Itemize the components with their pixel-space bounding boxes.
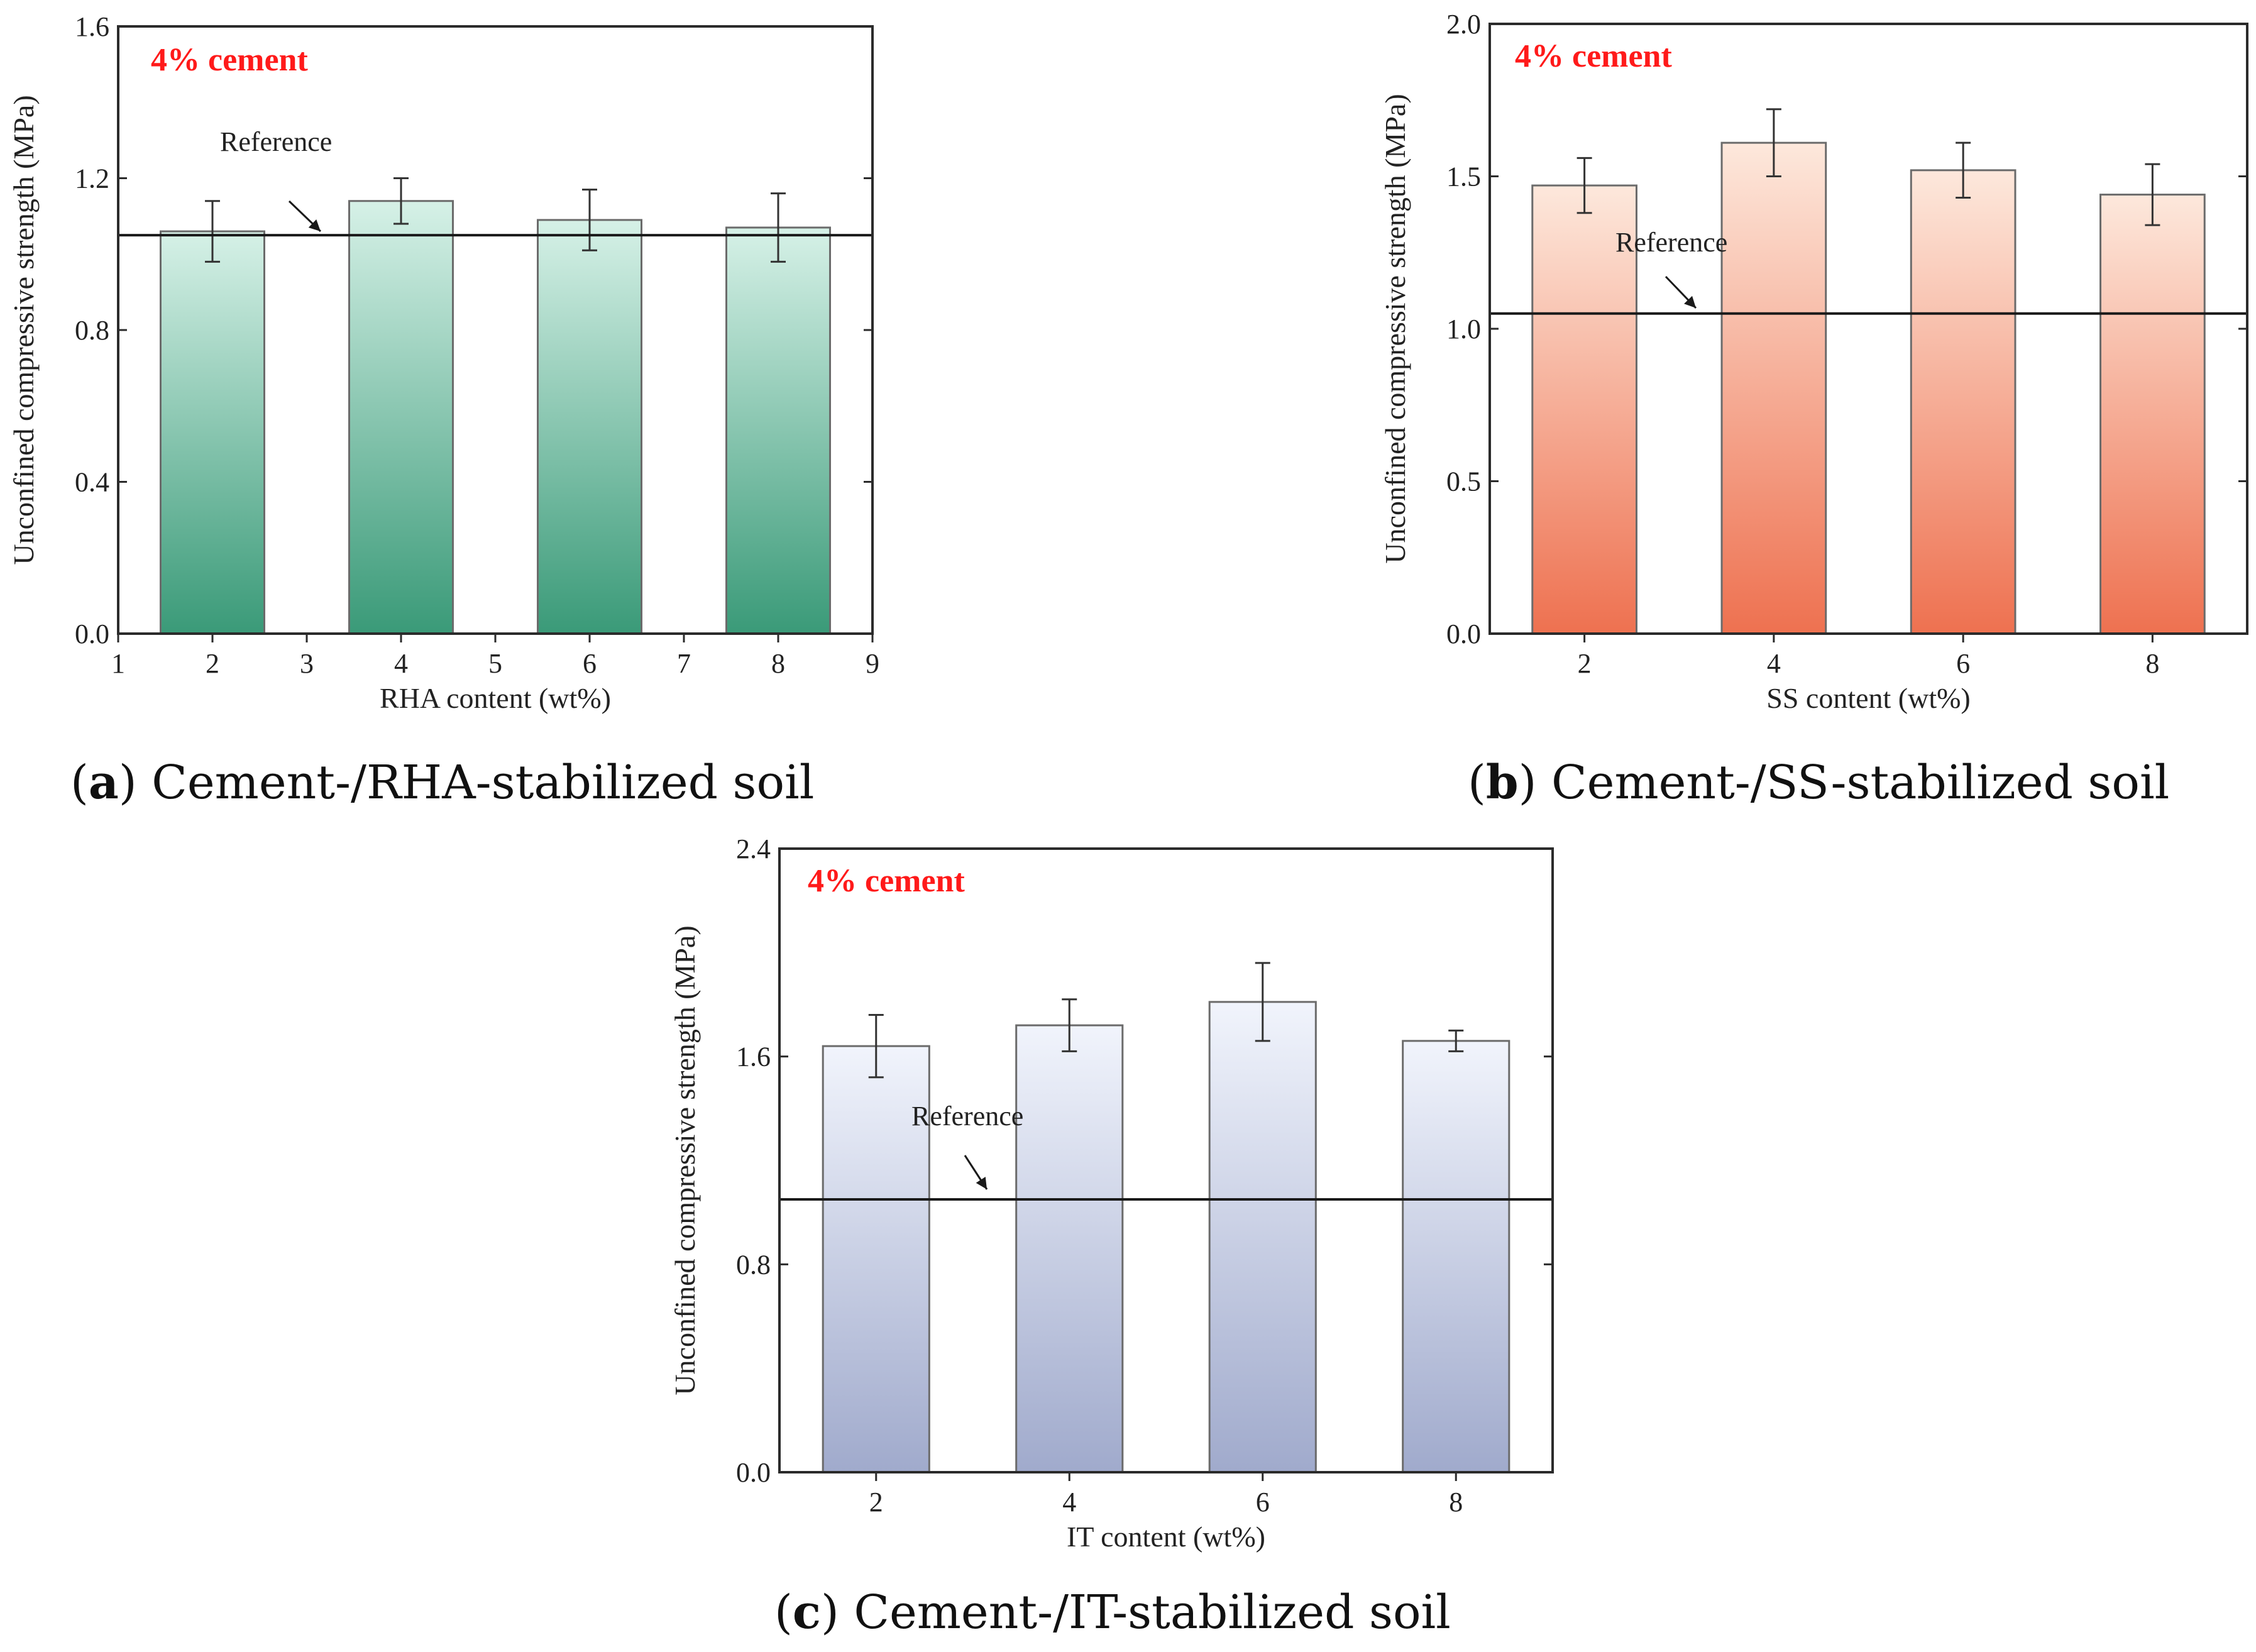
panel-c-y-tick-label-2: 0.8 xyxy=(736,1249,771,1280)
panel-a-errorbar-3 xyxy=(582,189,597,251)
caption-a-letter: a xyxy=(89,756,119,810)
panel-b-x-axis-title: SS content (wt%) xyxy=(1766,682,1971,714)
panel-a-x-tick-label-1: 1 xyxy=(111,648,125,679)
panel-a-x-tick-label-5: 5 xyxy=(488,648,502,679)
panel-a-bar-4 xyxy=(725,226,831,635)
panel-c-errorbar-2 xyxy=(1062,998,1077,1052)
panel-b-errorbar-2 xyxy=(1766,108,1781,177)
panel-c-x-tick-label-1: 2 xyxy=(869,1487,883,1517)
panel-c-reference-arrow xyxy=(964,1155,988,1190)
panel-a-errorbar-2 xyxy=(393,177,409,225)
caption-b: (b) Cement-/SS-stabilized soil xyxy=(1468,756,2169,810)
panel-b-reference-arrow xyxy=(1664,275,1697,309)
panel-b-note: 4% cement xyxy=(1515,38,1672,74)
panel-c-errorbar-3 xyxy=(1255,962,1270,1042)
panel-a-chart: Reference 0.0 0.4 0.8 1.2 1.6 1 2 3 4 5 6 7 8 9 RHA con… xyxy=(8,11,879,714)
panel-c-errorbar-4 xyxy=(1448,1029,1464,1052)
panel-a-x-tick-label-6: 6 xyxy=(583,648,597,679)
panel-b-bar-3 xyxy=(1910,169,2017,635)
panel-a-reference-label: Reference xyxy=(220,126,332,157)
panel-b-y-tick-label-4: 1.5 xyxy=(1446,162,1481,192)
panel-a-x-tick-label-9: 9 xyxy=(866,648,879,679)
caption-c-text: Cement-/IT-stabilized soil xyxy=(854,1585,1451,1639)
panel-b-y-axis-title: Unconfined compressive strength (MPa) xyxy=(1379,94,1411,563)
panel-b-y-tick-label-2: 0.5 xyxy=(1446,466,1481,497)
panel-b-x-tick-label-2: 4 xyxy=(1767,648,1781,679)
panel-c-y-tick-label-3: 1.6 xyxy=(736,1042,771,1072)
panel-c-plot-frame xyxy=(778,847,1554,1473)
panel-a-bar-3 xyxy=(537,219,642,635)
panel-a-y-tick-label-2: 0.4 xyxy=(75,467,109,498)
panel-b-bar-2 xyxy=(1720,141,1827,635)
caption-b-text: Cement-/SS-stabilized soil xyxy=(1551,756,2169,810)
caption-c-letter: c xyxy=(793,1585,821,1639)
panel-b-y-tick-label-5: 2.0 xyxy=(1446,9,1481,40)
panel-b-errorbar-1 xyxy=(1576,157,1592,214)
panel-a-errorbar-1 xyxy=(205,200,220,263)
panel-a-note: 4% cement xyxy=(151,42,308,78)
panel-a-x-axis-title: RHA content (wt%) xyxy=(380,682,611,714)
panel-b-x-tick-label-3: 6 xyxy=(1956,648,1970,679)
panel-c-x-tick-label-4: 8 xyxy=(1449,1487,1463,1517)
panel-a-y-axis-title: Unconfined compressive strength (MPa) xyxy=(8,95,40,564)
panel-b-errorbar-3 xyxy=(1956,141,1971,199)
caption-a: (a) Cement-/RHA-stabilized soil xyxy=(70,756,814,810)
panel-a-bar-1 xyxy=(160,230,265,635)
panel-b-x-tick-label-1: 2 xyxy=(1578,648,1592,679)
panel-a-y-tick-label-5: 1.6 xyxy=(75,11,109,42)
panel-c-note: 4% cement xyxy=(808,863,965,899)
panel-a-y-tick-label-1: 0.0 xyxy=(75,619,109,649)
panel-b-x-tick-label-4: 8 xyxy=(2145,648,2159,679)
panel-b-chart: Reference 0.0 0.5 1.0 1.5 2.0 2 4 6 8 SS content (… xyxy=(1379,9,2248,714)
panel-c-bar-4 xyxy=(1402,1040,1510,1473)
panel-a-errorbar-4 xyxy=(771,192,786,263)
panel-c-bar-2 xyxy=(1015,1024,1124,1473)
panel-a-y-tick-label-3: 0.8 xyxy=(75,315,109,346)
panel-b-errorbar-4 xyxy=(2145,163,2160,226)
caption-a-text: Cement-/RHA-stabilized soil xyxy=(151,756,814,810)
panel-c-y-tick-label-4: 2.4 xyxy=(736,834,771,864)
panel-b-bar-4 xyxy=(2099,194,2206,635)
caption-c: (c) Cement-/IT-stabilized soil xyxy=(774,1585,1451,1639)
panel-c-bar-3 xyxy=(1208,1001,1317,1473)
panel-b-reference-label: Reference xyxy=(1615,227,1727,258)
caption-b-letter: b xyxy=(1486,756,1519,810)
panel-b-y-tick-label-3: 1.0 xyxy=(1446,314,1481,344)
panel-c-reference-label: Reference xyxy=(911,1101,1023,1132)
panel-c-errorbar-1 xyxy=(868,1014,884,1079)
panel-c-y-axis-title: Unconfined compressive strength (MPa) xyxy=(669,925,701,1395)
panel-b-y-tick-label-1: 0.0 xyxy=(1446,619,1481,649)
panel-a-x-tick-label-3: 3 xyxy=(300,648,314,679)
panel-a-x-tick-label-7: 7 xyxy=(677,648,691,679)
panel-c-x-tick-label-3: 6 xyxy=(1256,1487,1270,1517)
panel-a-bar-2 xyxy=(348,200,454,635)
panel-c-x-tick-label-2: 4 xyxy=(1062,1487,1076,1517)
panel-c-bar-1 xyxy=(822,1045,930,1473)
panel-a-x-tick-label-4: 4 xyxy=(394,648,408,679)
panel-a-x-tick-label-8: 8 xyxy=(771,648,785,679)
panel-a-x-tick-label-2: 2 xyxy=(206,648,219,679)
panel-a-reference-arrow xyxy=(288,200,322,233)
panel-a-y-tick-label-4: 1.2 xyxy=(75,163,109,194)
panel-c-chart: Reference 0.0 0.8 1.6 2.4 2 4 6 8 IT content (wt%… xyxy=(669,834,1554,1553)
panel-c-y-tick-label-1: 0.0 xyxy=(736,1457,771,1488)
panel-b-bar-1 xyxy=(1531,184,1637,635)
panel-c-x-axis-title: IT content (wt%) xyxy=(1067,1521,1265,1553)
